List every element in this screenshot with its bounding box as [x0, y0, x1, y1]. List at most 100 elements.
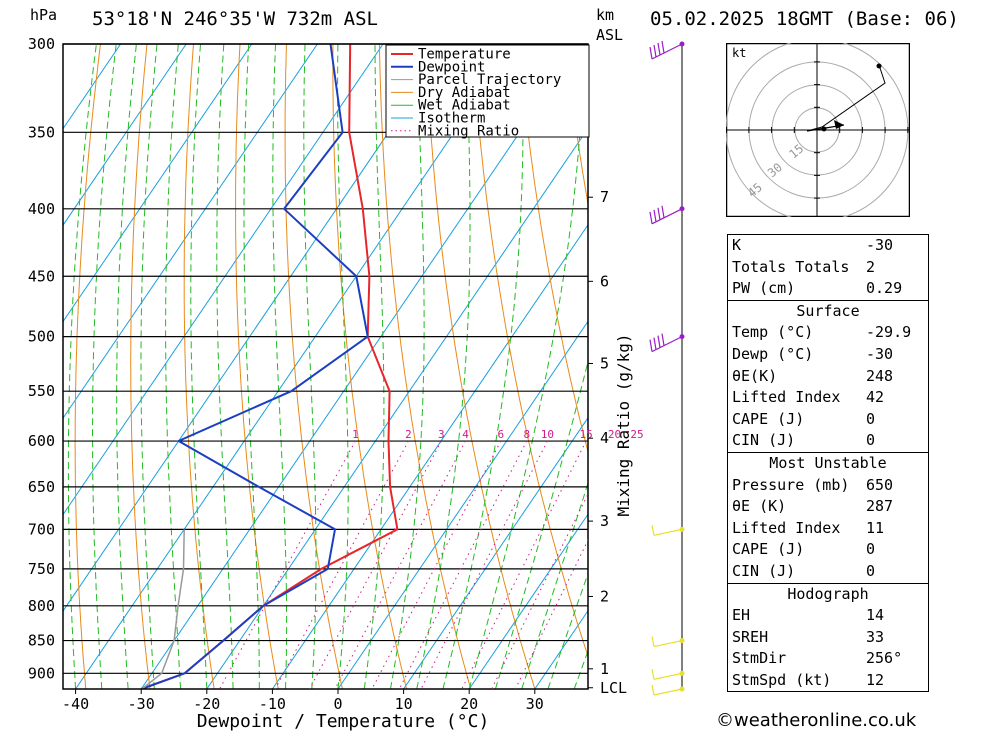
- pressure-tick-label: 850: [28, 632, 55, 650]
- pressure-tick-label: 400: [28, 200, 55, 218]
- mixing-ratio-label: 15: [580, 428, 593, 441]
- mixing-ratio-line: [274, 440, 409, 689]
- isotherm-line: [63, 44, 253, 323]
- legend-entry: Wet Adiabat: [418, 98, 511, 114]
- pressure-tick-label: 300: [28, 35, 55, 53]
- dry-adiabat-line: [332, 44, 408, 689]
- mixing-ratio-line: [398, 440, 528, 689]
- pressure-tick-label: 700: [28, 520, 55, 538]
- surface-dewp-label: Dewp (°C): [732, 344, 814, 363]
- dry-adiabat-line: [74, 44, 101, 689]
- mu-cape-label: CAPE (J): [732, 540, 805, 559]
- mu-pressure-label: Pressure (mb): [732, 475, 850, 494]
- surface-cape-value: 0: [866, 409, 876, 428]
- mixing-ratio-label: 3: [438, 428, 445, 441]
- surface-temp-label: Temp (°C): [732, 323, 814, 342]
- wet-adiabat-line: [494, 359, 588, 689]
- mu-cin-value: 0: [866, 561, 876, 580]
- isotherm-line: [63, 44, 384, 516]
- isotherm-line: [271, 223, 588, 689]
- hpa-unit-label: hPa: [30, 6, 58, 24]
- wet-adiabat-line: [303, 44, 317, 689]
- mixing-ratio-label: 25: [630, 428, 643, 441]
- dewpoint-series: [140, 44, 369, 689]
- temp-tick-label: 10: [395, 695, 413, 713]
- totals-totals-value: 2: [866, 257, 876, 276]
- surface-cin-value: 0: [866, 431, 876, 450]
- temp-tick-label: -30: [128, 695, 155, 713]
- pressure-tick-label: 500: [28, 328, 55, 346]
- temp-tick-label: 30: [526, 695, 544, 713]
- isotherm-line: [63, 44, 122, 130]
- datetime-title: 05.02.2025 18GMT (Base: 06): [650, 8, 959, 30]
- wet-adiabat-line: [468, 44, 585, 689]
- wet-adiabat-line: [442, 44, 524, 689]
- wet-adiabat-line: [243, 44, 260, 689]
- dry-adiabat-line: [471, 44, 588, 658]
- mu-theta-label: θE (K): [732, 497, 787, 516]
- mixing-ratio-line: [420, 440, 548, 689]
- isotherm-line: [63, 44, 187, 227]
- dry-adiabat-line: [130, 44, 151, 689]
- isotherm-line: [403, 416, 588, 689]
- temp-tick-label: -40: [62, 695, 89, 713]
- surface-cin-label: CIN (J): [732, 431, 796, 450]
- wet-adiabat-line: [116, 44, 137, 689]
- surface-title: Surface: [796, 301, 860, 320]
- pressure-tick-label: 450: [28, 267, 55, 285]
- wet-adiabat-line: [216, 44, 234, 689]
- surface-theta-value: 248: [866, 366, 894, 385]
- wet-adiabat-line: [165, 44, 182, 689]
- hodograph-table-title: Hodograph: [787, 584, 869, 603]
- mixing-ratio-label: 20: [608, 428, 621, 441]
- temp-tick-label: -20: [193, 695, 220, 713]
- surface-cape-label: CAPE (J): [732, 409, 805, 428]
- dry-adiabat-line: [425, 44, 536, 689]
- dry-adiabat-line: [937, 44, 1000, 689]
- km-tick-label: 6: [600, 272, 609, 290]
- legend-entry: Dry Adiabat: [418, 85, 511, 101]
- asl-unit-label: ASL: [596, 26, 624, 44]
- wind-barb: [649, 205, 685, 225]
- mixing-ratio-label: 10: [541, 428, 554, 441]
- isotherm-line: [468, 513, 588, 689]
- pressure-tick-label: 600: [28, 432, 55, 450]
- dry-adiabat-line: [378, 44, 472, 689]
- k-index-value: -30: [866, 236, 894, 254]
- pressure-tick-label: 900: [28, 664, 55, 682]
- mu-theta-value: 287: [866, 497, 894, 516]
- mu-pressure-value: 650: [866, 475, 894, 494]
- wet-adiabat-line: [521, 481, 588, 689]
- km-tick-label: 5: [600, 354, 609, 372]
- hodograph-unit: kt: [732, 46, 746, 60]
- wind-barb: [651, 525, 685, 536]
- km-tick-label: 4: [600, 429, 609, 447]
- isotherm-line: [63, 44, 450, 612]
- eh-label: EH: [732, 606, 751, 625]
- totals-totals-label: Totals Totals: [732, 257, 850, 276]
- mixing-ratio-line: [491, 492, 588, 689]
- isotherm-line: [63, 44, 318, 420]
- wet-adiabat-line: [140, 44, 158, 689]
- mu-cin-label: CIN (J): [732, 561, 796, 580]
- mixing-ratio-line: [309, 440, 442, 689]
- legend-entry: Isotherm: [418, 111, 485, 127]
- indices-table: K -30 Totals Totals 2 PW (cm) 0.29 Surface …: [727, 234, 929, 693]
- k-index-label: K: [732, 236, 742, 254]
- mixing-ratio-label: 1: [352, 428, 359, 441]
- pw-label: PW (cm): [732, 279, 796, 298]
- footer-credit[interactable]: ©weatheronline.co.uk: [716, 710, 917, 731]
- dry-adiabat-line: [183, 44, 215, 689]
- mu-cape-value: 0: [866, 540, 876, 559]
- mixing-ratio-lines: 1 2 3 4 6 8 10 15 20 25: [219, 428, 644, 689]
- pressure-tick-label: 550: [28, 382, 55, 400]
- mixing-ratio-line: [514, 539, 588, 689]
- wet-adiabat-line: [363, 44, 385, 689]
- mixing-ratio-line: [334, 440, 466, 689]
- parcel-trajectory-series: [141, 529, 185, 689]
- wet-adiabat-line: [92, 44, 117, 689]
- stmdir-label: StmDir: [732, 649, 787, 668]
- temp-tick-label: 0: [333, 695, 342, 713]
- hodograph: kt 15 30 45: [726, 43, 910, 217]
